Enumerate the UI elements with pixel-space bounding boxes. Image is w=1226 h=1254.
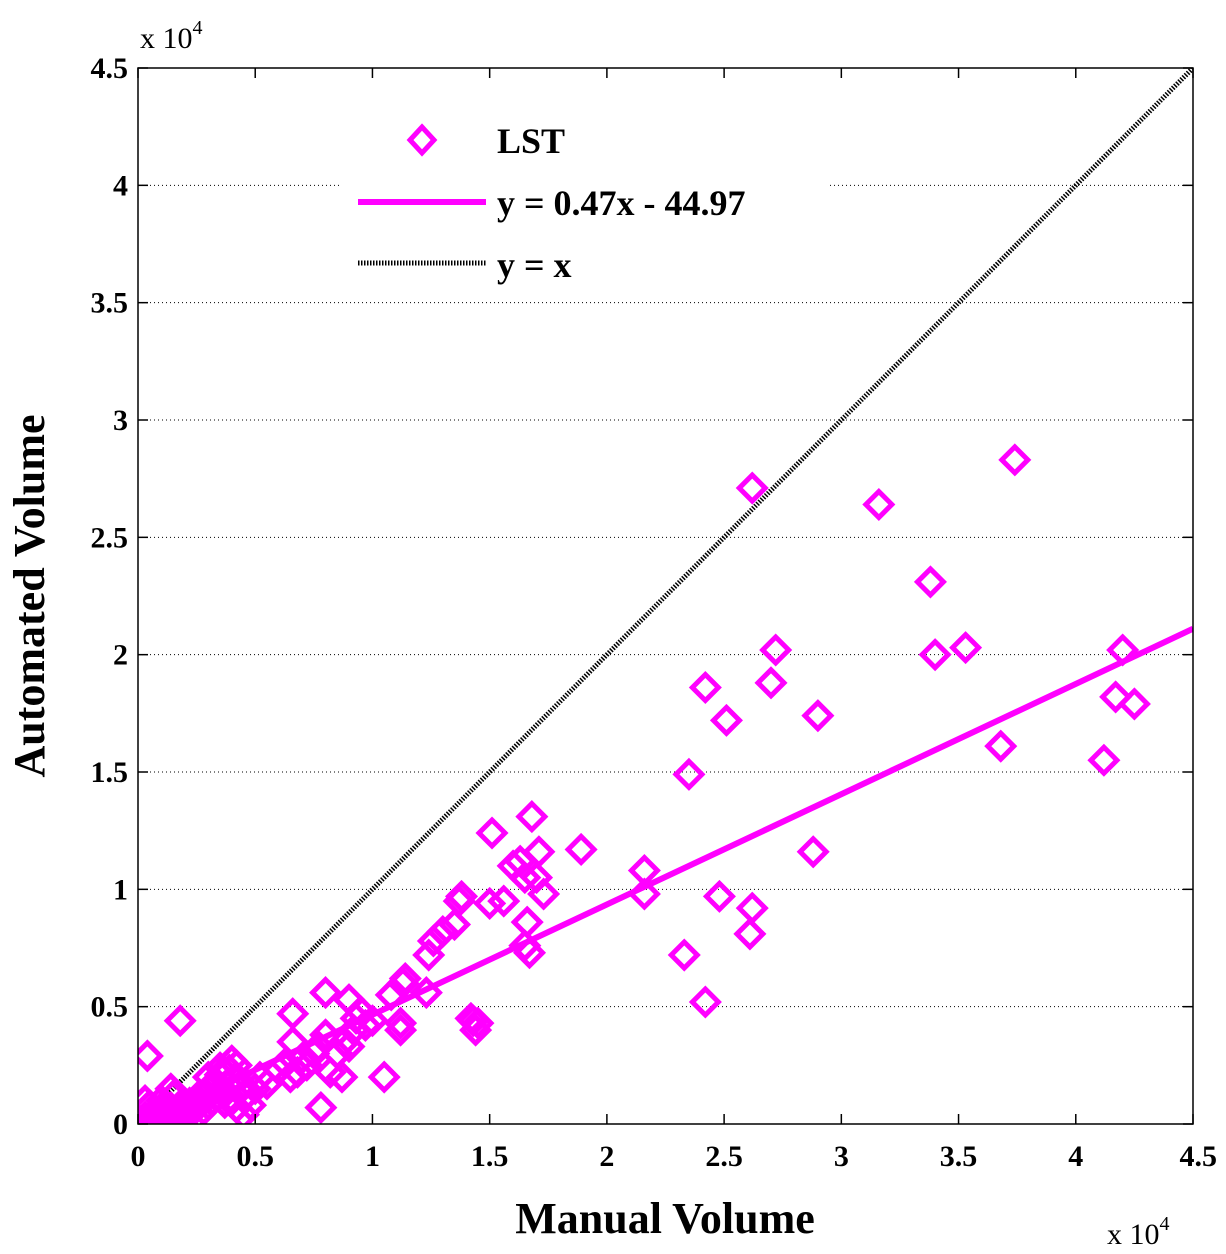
- data-point-114: [564, 832, 598, 866]
- data-point-71: [309, 976, 343, 1010]
- data-point-135: [998, 443, 1032, 477]
- data-point-50: [144, 1083, 178, 1118]
- data-point-55: [163, 1004, 197, 1038]
- data-point-103: [487, 884, 521, 918]
- data-point-100: [461, 1006, 495, 1040]
- data-point-129: [801, 699, 835, 733]
- data-point-49: [138, 1088, 167, 1122]
- data-point-115: [627, 877, 661, 911]
- data-point-86: [384, 1006, 418, 1040]
- x-tick-label-5: 2.5: [705, 1140, 743, 1173]
- x-axis-label: Manual Volume: [515, 1194, 815, 1243]
- x-tick-label-4: 2: [599, 1140, 614, 1173]
- y-tick-label-3: 1.5: [91, 756, 129, 789]
- data-point-83: [355, 1004, 389, 1038]
- y-axis-label: Automated Volume: [5, 414, 54, 777]
- data-point-101: [473, 886, 507, 920]
- y-tick-label-9: 4.5: [91, 52, 129, 85]
- data-point-116: [627, 854, 661, 888]
- data-point-139: [1117, 687, 1151, 721]
- data-point-102: [475, 816, 509, 850]
- data-point-112: [522, 835, 556, 869]
- legend-label-lst: LST: [497, 121, 565, 161]
- data-point-127: [759, 633, 793, 667]
- x-tick-label-7: 3.5: [940, 1140, 978, 1173]
- x-tick-label-3: 1.5: [471, 1140, 509, 1173]
- series-points: [138, 443, 1151, 1124]
- data-point-53: [154, 1072, 188, 1106]
- data-point-113: [527, 877, 561, 911]
- data-point-72: [309, 1018, 343, 1052]
- data-point-89: [388, 961, 422, 996]
- y-tick-label-2: 1: [113, 873, 128, 906]
- legend-label-identity: y = x: [497, 245, 572, 285]
- data-point-125: [735, 471, 769, 505]
- data-point-69: [301, 1030, 336, 1064]
- data-point-93: [426, 915, 460, 949]
- data-point-106: [508, 861, 542, 895]
- data-point-87: [384, 1013, 418, 1047]
- data-point-128: [796, 835, 830, 869]
- data-point-110: [515, 800, 549, 834]
- plot-frame: [137, 67, 1194, 1125]
- data-point-94: [437, 907, 472, 942]
- y-tick-label-6: 3: [113, 404, 128, 437]
- x-tick-label-6: 3: [834, 1140, 849, 1173]
- data-point-134: [984, 729, 1018, 763]
- data-point-126: [754, 666, 788, 700]
- data-point-120: [688, 985, 722, 1019]
- legend: LST y = 0.47x - 44.97 y = x: [340, 108, 830, 300]
- x-multiplier-base: x 10: [1107, 1218, 1160, 1251]
- x-tick-label-2: 1: [365, 1140, 380, 1173]
- data-point-96: [444, 879, 479, 913]
- tick-labels: 0 0.5 1 1.5 2 2.5 3 3.5 4 4.5 0 0.5 1 1.5 2 2.5 3 3.5 4 4.5: [91, 52, 1218, 1173]
- y-tick-label-8: 4: [113, 169, 128, 202]
- data-point-123: [733, 917, 767, 951]
- y-tick-label-5: 2.5: [91, 521, 129, 554]
- legend-marker-lst-icon: [406, 123, 438, 157]
- data-point-109: [512, 936, 547, 970]
- data-point-132: [918, 638, 952, 672]
- legend-label-fit: y = 0.47x - 44.97: [497, 183, 746, 223]
- data-point-136: [1087, 743, 1121, 777]
- data-point-42: [226, 1098, 261, 1124]
- x-axis-multiplier: x 104: [1107, 1213, 1170, 1251]
- data-point-108: [510, 905, 544, 939]
- data-point-119: [688, 670, 722, 705]
- y-tick-label-1: 0.5: [91, 991, 129, 1024]
- data-point-131: [913, 565, 947, 599]
- y-multiplier-exponent: 4: [193, 17, 203, 39]
- y-tick-label-7: 3.5: [91, 287, 129, 320]
- data-point-124: [735, 891, 769, 925]
- data-point-122: [709, 703, 743, 737]
- data-point-137: [1099, 680, 1133, 714]
- y-multiplier-base: x 10: [140, 22, 193, 55]
- data-point-67: [290, 1048, 324, 1082]
- data-point-130: [862, 487, 896, 522]
- y-axis-multiplier: x 104: [140, 17, 203, 55]
- data-point-138: [1106, 633, 1140, 667]
- data-point-121: [702, 879, 736, 913]
- data-point-43: [229, 1079, 263, 1113]
- data-point-70: [304, 1091, 338, 1124]
- data-point-90: [409, 976, 443, 1010]
- axis-ticks: [137, 67, 1194, 1125]
- data-point-59: [191, 1060, 225, 1094]
- data-point-133: [949, 631, 983, 665]
- y-tick-label-4: 2: [113, 639, 128, 672]
- data-point-117: [667, 938, 701, 972]
- x-tick-label-9: 4.5: [1180, 1140, 1218, 1173]
- data-point-84: [367, 1060, 401, 1094]
- data-point-92: [416, 924, 450, 958]
- data-point-75: [325, 1060, 359, 1094]
- x-tick-label-8: 4: [1068, 1140, 1083, 1173]
- x-multiplier-exponent: 4: [1160, 1213, 1170, 1235]
- data-point-118: [672, 757, 706, 791]
- y-tick-label-0: 0: [113, 1108, 128, 1141]
- x-tick-label-1: 0.5: [236, 1140, 274, 1173]
- x-tick-label-0: 0: [131, 1140, 146, 1173]
